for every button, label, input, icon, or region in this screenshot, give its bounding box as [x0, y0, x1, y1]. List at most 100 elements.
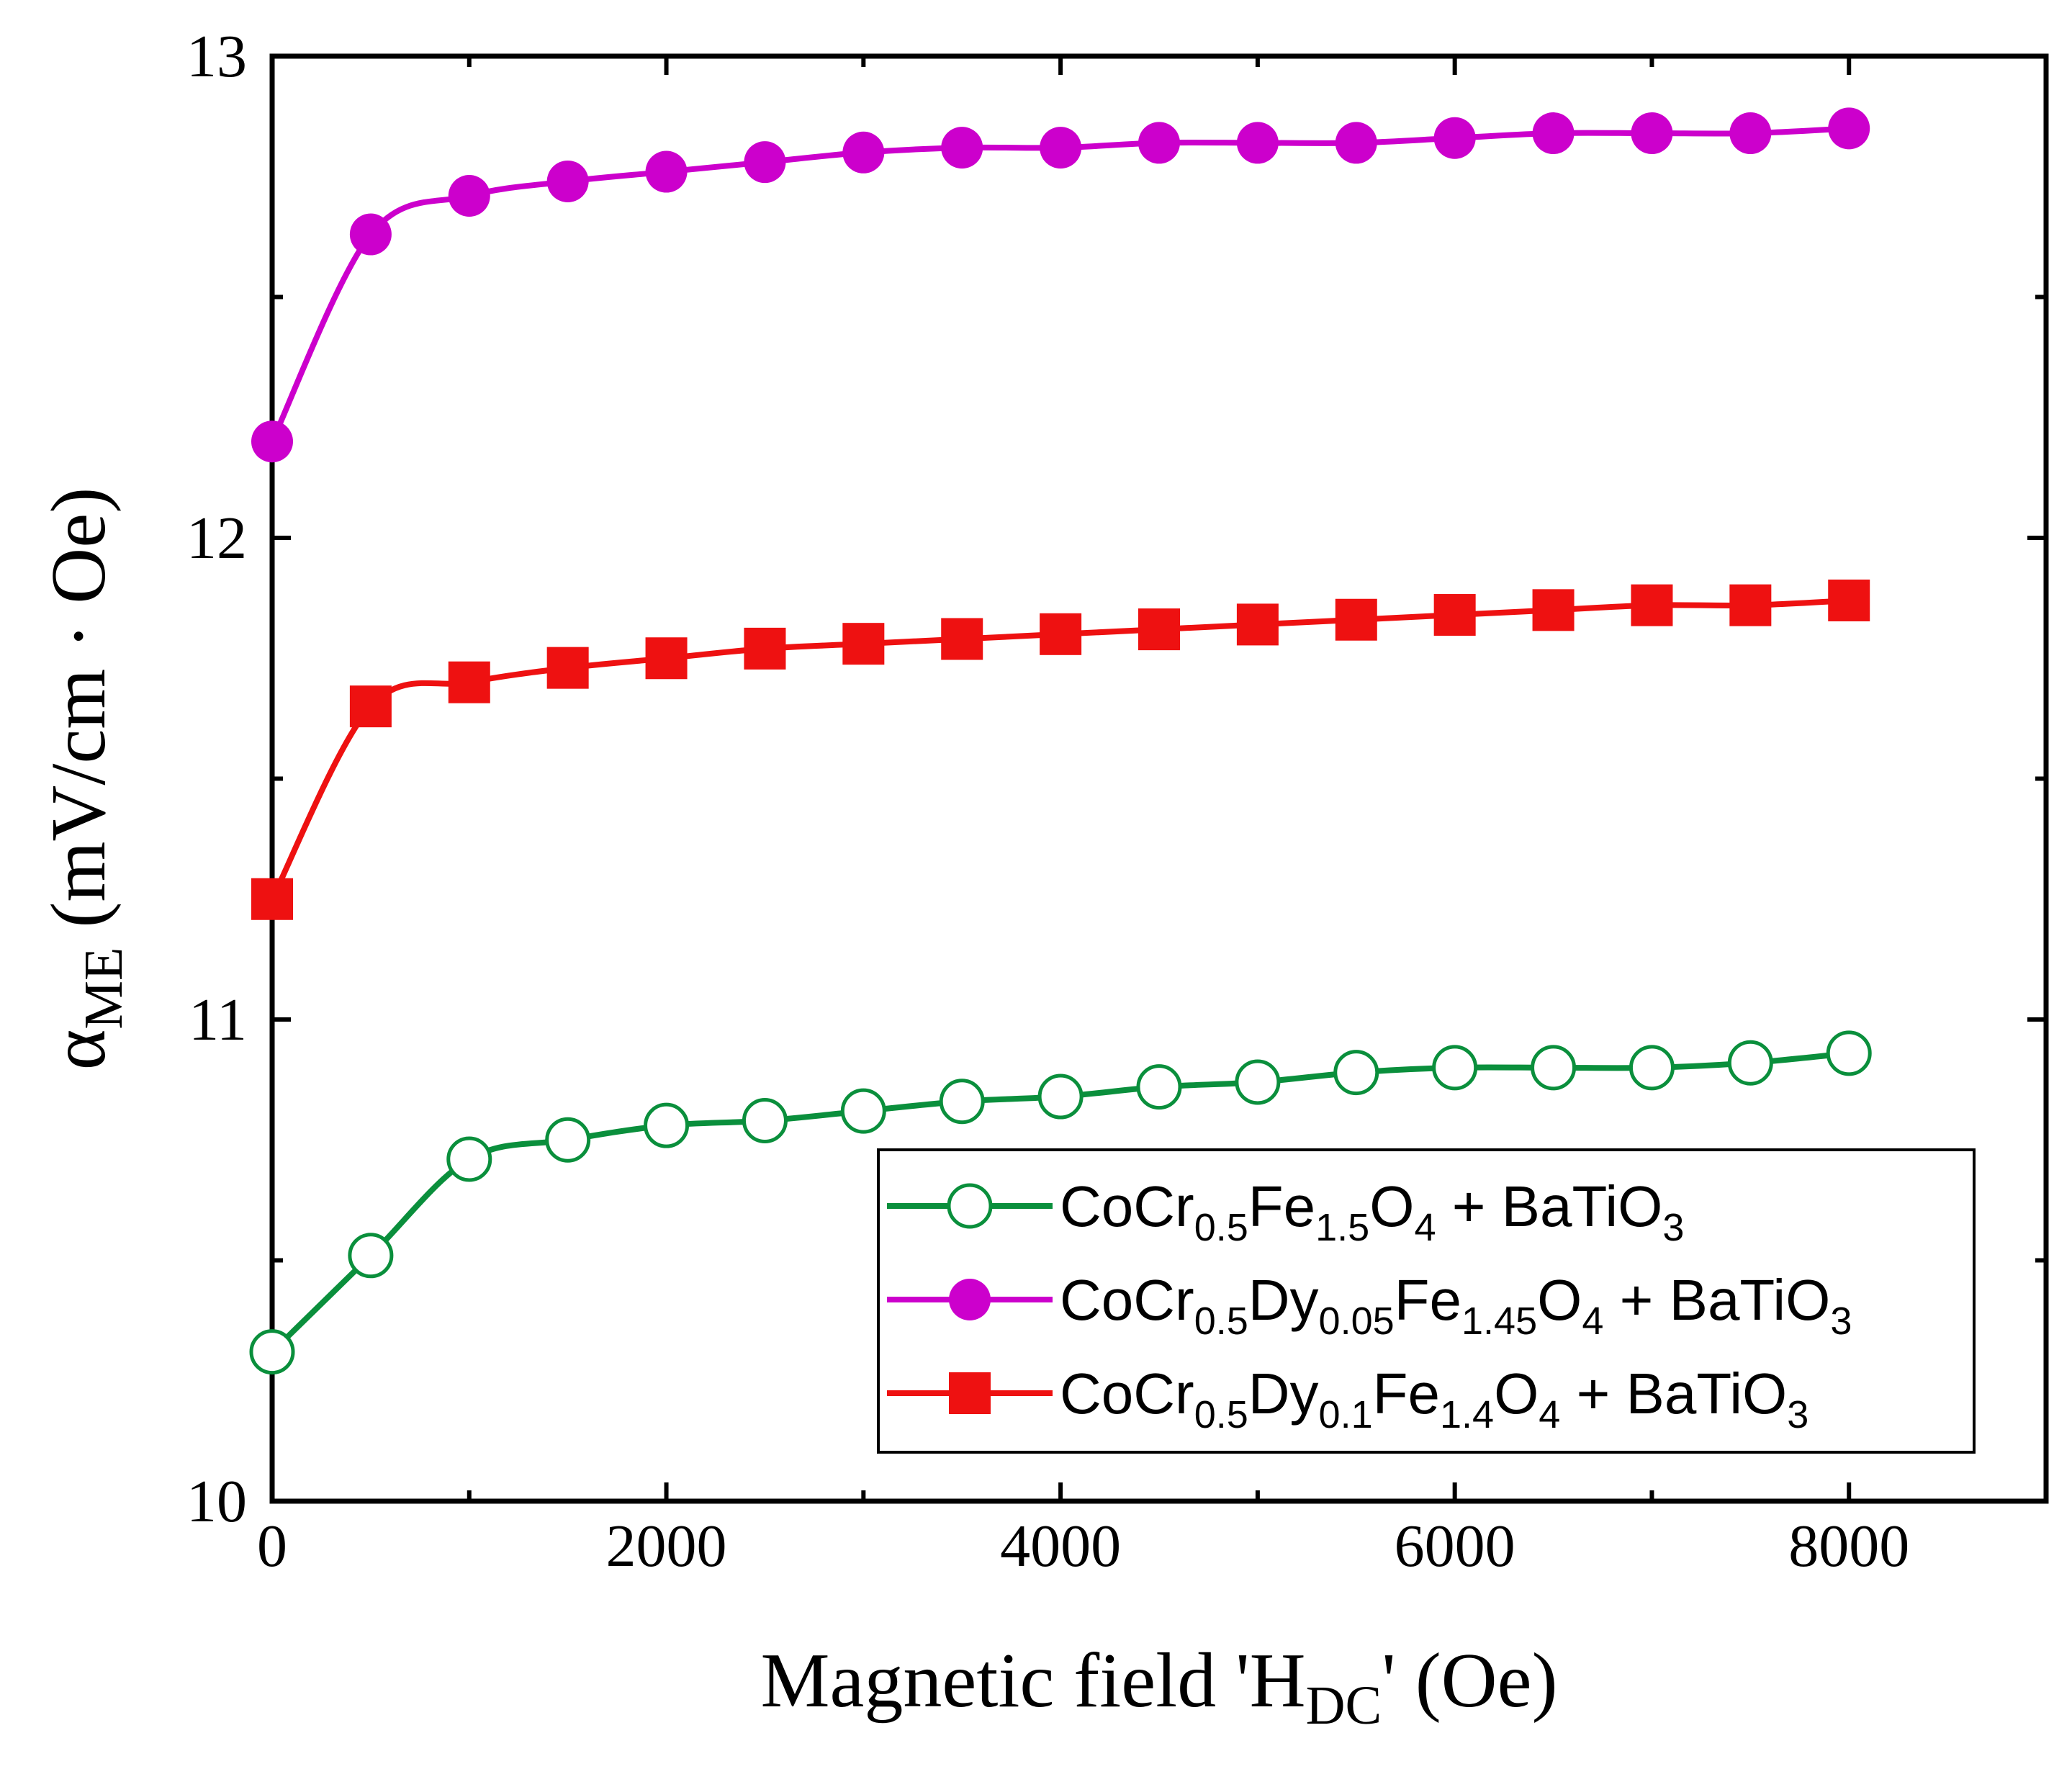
x-axis-title-main: Magnetic field 'H [760, 1638, 1305, 1724]
data-point [1236, 603, 1279, 646]
data-point [842, 623, 885, 665]
series-2 [251, 107, 1870, 463]
legend-label-subscript: 4 [1539, 1393, 1560, 1436]
legend-label-text: O [1494, 1361, 1539, 1426]
y-axis-title-main: α [36, 1030, 122, 1071]
legend-label-subscript: 1.4 [1440, 1393, 1494, 1436]
x-axis-title: Magnetic field 'HDC' (Oe) [760, 1638, 1557, 1736]
legend-item-1: CoCr0.5Fe1.5O4 + BaTiO3 [887, 1174, 1684, 1249]
data-point [1631, 112, 1673, 155]
data-point [446, 1136, 492, 1182]
data-point [644, 1102, 690, 1148]
legend-label-text: CoCr [1060, 1361, 1194, 1426]
legend-marker [947, 1183, 993, 1229]
legend-marker [949, 1279, 991, 1320]
data-point [1532, 112, 1575, 155]
y-tick-label: 10 [186, 1468, 247, 1535]
x-axis-title-subscript: DC [1306, 1675, 1382, 1736]
legend-label-text: O [1537, 1268, 1582, 1332]
data-point [249, 1329, 295, 1375]
legend-label-text: Fe [1373, 1361, 1440, 1426]
legend-label-subscript: 3 [1787, 1393, 1809, 1436]
data-point [448, 175, 490, 217]
legend-label-subscript: 0.5 [1194, 1206, 1248, 1249]
data-point [1826, 1030, 1872, 1076]
series-3 [251, 579, 1870, 920]
y-axis-title-tail: (mV/cm · Oe) [36, 487, 122, 947]
data-point [251, 420, 293, 463]
legend-label-subscript: 1.5 [1315, 1206, 1369, 1249]
data-point [1037, 1073, 1084, 1120]
y-axis-title: αME (mV/cm · Oe) [36, 487, 134, 1070]
data-point [1335, 598, 1377, 641]
legend-label-text: + BaTiO [1436, 1174, 1662, 1238]
x-tick-label: 6000 [1395, 1513, 1515, 1580]
data-point [1629, 1045, 1675, 1091]
data-point [1631, 584, 1673, 626]
legend-label: CoCr0.5Dy0.05Fe1.45O4 + BaTiO3 [1060, 1268, 1852, 1343]
legend-label: CoCr0.5Fe1.5O4 + BaTiO3 [1060, 1174, 1684, 1249]
legend-label-subscript: 0.5 [1194, 1393, 1248, 1436]
legend-marker [949, 1372, 991, 1414]
y-axis-title-subscript: ME [73, 947, 134, 1030]
legend-label-text: CoCr [1060, 1174, 1194, 1238]
y-tick-label: 12 [186, 505, 247, 572]
chart-marks: 0 2000 4000 6000 8000 10 11 12 13 Magnetic field … [36, 23, 2049, 1736]
legend-label-text: Dy [1248, 1361, 1319, 1426]
x-axis-title-tail: ' (Oe) [1382, 1638, 1557, 1724]
legend-label-subscript: 0.5 [1194, 1300, 1248, 1343]
data-point [1531, 1045, 1577, 1091]
data-point [1138, 608, 1180, 651]
legend-label-text: + BaTiO [1560, 1361, 1787, 1426]
data-point [1235, 1059, 1281, 1105]
x-tick-label: 4000 [1000, 1513, 1121, 1580]
data-point [349, 685, 392, 728]
data-point [546, 647, 589, 689]
data-point [1040, 613, 1082, 655]
x-tick-label: 0 [257, 1513, 287, 1580]
legend: CoCr0.5Fe1.5O4 + BaTiO3CoCr0.5Dy0.05Fe1.… [877, 1148, 1976, 1454]
data-point [448, 661, 490, 703]
data-point [1333, 1050, 1379, 1096]
data-point [645, 150, 688, 193]
data-point [744, 141, 786, 184]
legend-item-2: CoCr0.5Dy0.05Fe1.45O4 + BaTiO3 [887, 1268, 1852, 1343]
data-point [842, 131, 885, 174]
data-point [348, 1233, 394, 1279]
x-tick-label: 2000 [606, 1513, 727, 1580]
data-point [1727, 1040, 1773, 1086]
legend-box [877, 1148, 1976, 1454]
legend-label-subscript: 0.05 [1319, 1300, 1395, 1343]
data-point [1136, 1064, 1182, 1110]
legend-item-3: CoCr0.5Dy0.1Fe1.4O4 + BaTiO3 [887, 1361, 1809, 1436]
data-point [1138, 122, 1180, 164]
legend-label-subscript: 0.1 [1319, 1393, 1373, 1436]
series-1 [249, 1030, 1872, 1375]
legend-label-text: Fe [1395, 1268, 1461, 1332]
data-point [840, 1088, 886, 1134]
legend-label-subscript: 4 [1414, 1206, 1436, 1249]
data-point [939, 1079, 985, 1125]
data-point [251, 878, 293, 920]
data-point [1040, 127, 1082, 169]
data-point [1729, 584, 1772, 626]
data-point [546, 160, 589, 202]
data-point [1236, 122, 1279, 164]
data-point [645, 637, 688, 680]
data-point [744, 627, 786, 670]
legend-label-text: CoCr [1060, 1268, 1194, 1332]
data-point [1335, 122, 1377, 164]
data-point [742, 1097, 788, 1143]
legend-label-subscript: 4 [1582, 1300, 1603, 1343]
data-point [1433, 594, 1476, 636]
legend-label-subscript: 3 [1830, 1300, 1852, 1343]
data-point [941, 618, 983, 660]
data-point [545, 1117, 591, 1163]
data-point [941, 127, 983, 169]
x-tick-label: 8000 [1788, 1513, 1909, 1580]
data-point [1433, 117, 1476, 159]
data-point [1532, 589, 1575, 631]
legend-label-text: Dy [1248, 1268, 1319, 1332]
